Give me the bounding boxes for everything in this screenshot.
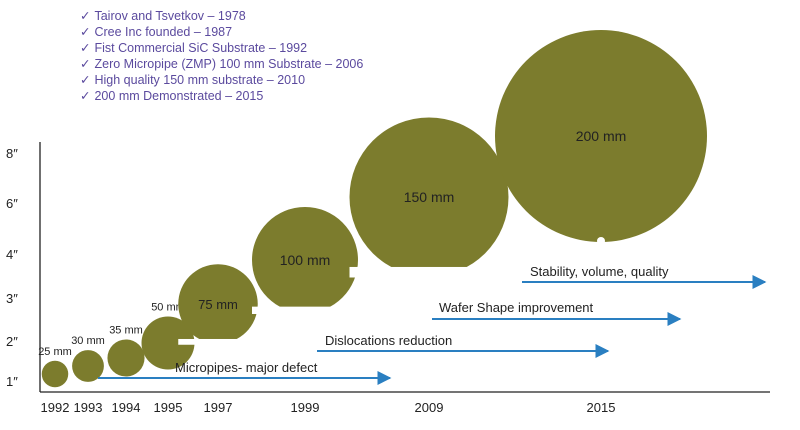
milestone-text: Cree Inc founded – 1987 [94, 25, 233, 39]
wafer-label: 35 mm [109, 324, 143, 336]
wafer-circle [141, 316, 195, 370]
improvement-arrow-label: Wafer Shape improvement [439, 300, 594, 315]
x-tick-label: 2015 [587, 400, 616, 415]
milestone-text: Tairov and Tsvetkov – 1978 [94, 9, 246, 23]
check-icon: ✓ [80, 25, 91, 39]
y-tick-label: 6″ [6, 196, 18, 211]
wafer-notch [597, 237, 605, 245]
y-tick-label: 2″ [6, 334, 18, 349]
x-tick-label: 1992 [41, 400, 70, 415]
wafer-label: 25 mm [38, 346, 72, 358]
wafer-label: 30 mm [71, 335, 105, 347]
improvement-arrow-label: Stability, volume, quality [530, 264, 669, 279]
y-tick-label: 8″ [6, 146, 18, 161]
milestone-text: Fist Commercial SiC Substrate – 1992 [94, 41, 308, 55]
wafer-flat [252, 306, 358, 314]
wafer-circle [252, 207, 358, 313]
wafer-flat [178, 338, 258, 345]
x-tick-label: 1997 [204, 400, 233, 415]
wafer-label: 100 mm [280, 252, 331, 268]
x-tick-label: 2009 [415, 400, 444, 415]
wafer-circle [72, 350, 104, 382]
x-tick-label: 1999 [291, 400, 320, 415]
milestone-item: ✓ Fist Commercial SiC Substrate – 1992 [80, 40, 363, 56]
milestone-text: 200 mm Demonstrated – 2015 [94, 89, 264, 103]
improvement-arrow-label: Dislocations reduction [325, 333, 452, 348]
wafer-label: 200 mm [576, 128, 627, 144]
wafer-circle [495, 30, 707, 242]
milestone-text: Zero Micropipe (ZMP) 100 mm Substrate – … [94, 57, 364, 71]
y-tick-label: 4″ [6, 247, 18, 262]
wafer-label: 150 mm [404, 189, 455, 205]
milestone-list: ✓ Tairov and Tsvetkov – 1978 ✓ Cree Inc fo… [80, 8, 363, 104]
wafer-label: 75 mm [198, 297, 238, 312]
check-icon: ✓ [80, 89, 91, 103]
milestone-text: High quality 150 mm substrate – 2010 [94, 73, 306, 87]
check-icon: ✓ [80, 57, 91, 71]
wafer-circle [107, 339, 145, 377]
wafer-circle [349, 117, 509, 277]
milestone-item: ✓ Zero Micropipe (ZMP) 100 mm Substrate –… [80, 56, 363, 72]
x-tick-label: 1995 [154, 400, 183, 415]
x-tick-label: 1993 [74, 400, 103, 415]
wafer-circle [178, 264, 258, 344]
milestone-item: ✓ Cree Inc founded – 1987 [80, 24, 363, 40]
improvement-arrow-label: Micropipes- major defect [175, 360, 318, 375]
check-icon: ✓ [80, 9, 91, 23]
x-tick-label: 1994 [112, 400, 141, 415]
wafer-flat [349, 266, 509, 278]
wafer-label: 50 mm [151, 302, 185, 314]
milestone-item: ✓ Tairov and Tsvetkov – 1978 [80, 8, 363, 24]
milestone-item: ✓ High quality 150 mm substrate – 2010 [80, 72, 363, 88]
milestone-item: ✓ 200 mm Demonstrated – 2015 [80, 88, 363, 104]
y-tick-label: 1″ [6, 374, 18, 389]
wafer-circle [41, 360, 69, 388]
check-icon: ✓ [80, 73, 91, 87]
y-tick-label: 3″ [6, 291, 18, 306]
check-icon: ✓ [80, 41, 91, 55]
